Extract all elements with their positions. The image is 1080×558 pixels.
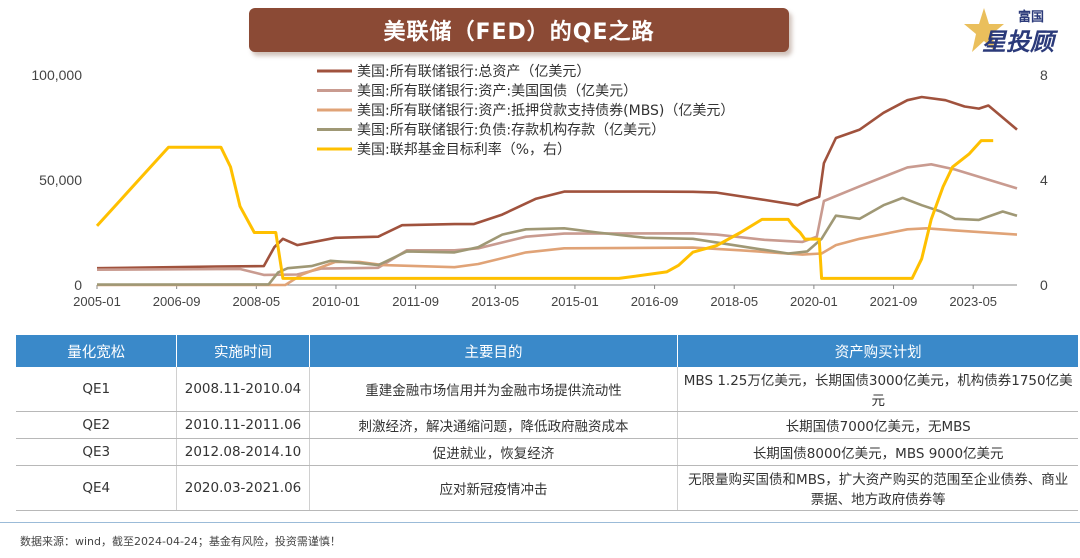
chart-title: 美联储（FED）的QE之路 bbox=[383, 20, 655, 45]
x-tick-label: 2013-05 bbox=[471, 294, 519, 309]
series-line-0 bbox=[96, 95, 1018, 270]
data-source-note: 数据来源：wind，截至2024-04-24；基金有风险，投资需谨慎！ bbox=[20, 535, 341, 548]
series-line-2 bbox=[97, 227, 1018, 287]
x-tick-label: 2008-05 bbox=[232, 294, 280, 309]
cell-period: 2012.08-2014.10 bbox=[176, 438, 310, 466]
header-qe: 量化宽松 bbox=[16, 335, 178, 367]
cell-plan: 无限量购买国债和MBS，扩大资产购买的范围至企业债券、商业票据、地方政府债券等 bbox=[677, 465, 1078, 511]
series-line-4 bbox=[95, 139, 994, 280]
legend-label-2: 美国:所有联储银行:资产:抵押贷款支持债券(MBS)（亿美元） bbox=[357, 103, 734, 119]
cell-name: QE2 bbox=[16, 411, 178, 439]
legend-label-3: 美国:所有联储银行:负债:存款机构存款（亿美元） bbox=[357, 123, 665, 139]
star-icon bbox=[964, 8, 1004, 52]
cell-purpose: 重建金融市场信用并为金融市场提供流动性 bbox=[309, 367, 679, 412]
y-left-tick-label: 100,000 bbox=[31, 67, 82, 83]
y-left-tick-label: 50,000 bbox=[39, 172, 82, 188]
x-tick-label: 2006-09 bbox=[153, 294, 201, 309]
table-row: QE2 2010.11-2011.06 刺激经济，解决通缩问题，降低政府融资成本… bbox=[16, 411, 1078, 439]
qe-table: 量化宽松 实施时间 主要目的 资产购买计划 QE1 2008.11-2010.0… bbox=[16, 335, 1078, 511]
cell-purpose: 应对新冠疫情冲击 bbox=[309, 465, 679, 511]
table-row: QE3 2012.08-2014.10 促进就业，恢复经济 长期国债8000亿美… bbox=[16, 438, 1078, 466]
x-tick-label: 2005-01 bbox=[73, 294, 121, 309]
header-purpose: 主要目的 bbox=[309, 335, 679, 367]
header-period: 实施时间 bbox=[176, 335, 310, 367]
fed-chart: 0 50,000 100,000 0 4 8 2005-01 2006-09 2008-05 20… bbox=[31, 64, 1048, 309]
cell-plan: 长期国债7000亿美元，无MBS bbox=[677, 411, 1078, 439]
legend-label-0: 美国:所有联储银行:总资产（亿美元） bbox=[357, 64, 590, 80]
cell-name: QE1 bbox=[16, 367, 178, 412]
cell-name: QE4 bbox=[16, 465, 178, 511]
title-banner: 美联储（FED）的QE之路 bbox=[249, 8, 789, 52]
x-tick-label: 2015-01 bbox=[551, 294, 599, 309]
series-line-3 bbox=[96, 196, 1018, 286]
header-plan: 资产购买计划 bbox=[677, 335, 1078, 367]
x-tick-label: 2011-09 bbox=[392, 294, 439, 309]
x-tick-label: 2016-09 bbox=[631, 294, 679, 309]
x-tick-label: 2010-01 bbox=[312, 294, 360, 309]
cell-plan: MBS 1.25万亿美元，长期国债3000亿美元，机构债券1750亿美元 bbox=[677, 367, 1078, 412]
legend-label-4: 美国:联邦基金目标利率（%，右） bbox=[357, 141, 571, 158]
y-right-tick-label: 0 bbox=[1040, 277, 1048, 293]
y-right-tick-label: 8 bbox=[1040, 67, 1048, 83]
cell-purpose: 促进就业，恢复经济 bbox=[309, 438, 679, 466]
cell-period: 2010.11-2011.06 bbox=[176, 411, 310, 439]
x-tick-label: 2021-09 bbox=[870, 294, 918, 309]
brand-logo: 富国 星投顾 bbox=[960, 2, 1070, 58]
table-row: QE4 2020.03-2021.06 应对新冠疫情冲击 无限量购买国债和MBS… bbox=[16, 465, 1078, 511]
legend-label-1: 美国:所有联储银行:资产:美国国债（亿美元） bbox=[357, 84, 637, 100]
table-row: QE1 2008.11-2010.04 重建金融市场信用并为金融市场提供流动性 … bbox=[16, 367, 1078, 412]
cell-period: 2020.03-2021.06 bbox=[176, 465, 310, 511]
x-tick-label: 2023-05 bbox=[949, 294, 997, 309]
cell-plan: 长期国债8000亿美元，MBS 9000亿美元 bbox=[677, 438, 1078, 466]
table-header-row: 量化宽松 实施时间 主要目的 资产购买计划 bbox=[16, 335, 1078, 367]
divider bbox=[0, 522, 1080, 523]
cell-purpose: 刺激经济，解决通缩问题，降低政府融资成本 bbox=[309, 411, 679, 439]
y-right-tick-label: 4 bbox=[1040, 172, 1048, 188]
cell-period: 2008.11-2010.04 bbox=[176, 367, 310, 412]
logo-line1: 富国 bbox=[1018, 10, 1045, 25]
x-tick-label: 2018-05 bbox=[710, 294, 758, 309]
y-left-tick-label: 0 bbox=[74, 277, 82, 293]
cell-name: QE3 bbox=[16, 438, 178, 466]
logo-line2: 星投顾 bbox=[982, 28, 1054, 56]
x-tick-label: 2020-01 bbox=[790, 294, 838, 309]
